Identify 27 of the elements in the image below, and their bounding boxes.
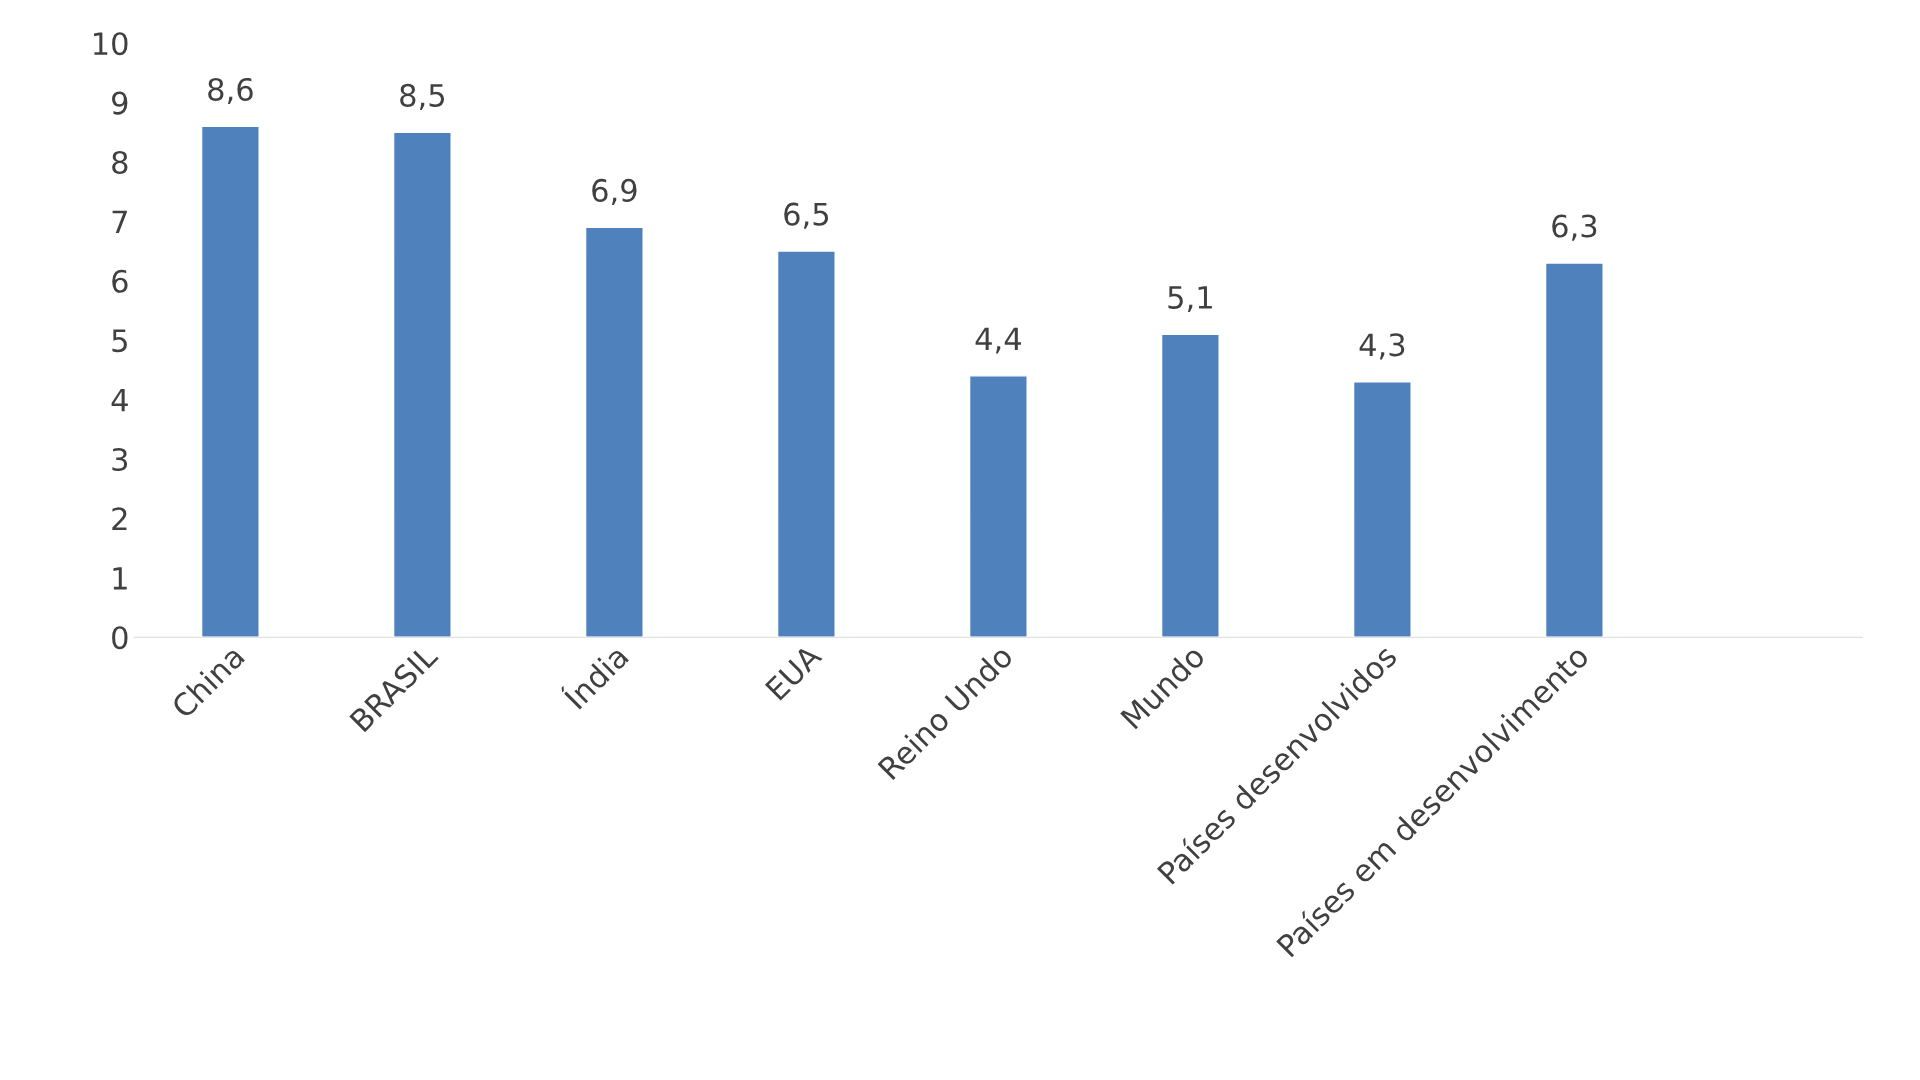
y-tick-label: 10	[94, 32, 128, 56]
bar	[200, 125, 260, 638]
y-tick-label: 7	[112, 210, 127, 234]
data-label: 5,1	[1168, 286, 1212, 313]
data-label: 6,3	[1552, 214, 1597, 241]
y-tick-label: 2	[112, 507, 127, 531]
data-label: 8,6	[208, 77, 253, 105]
bar	[968, 375, 1028, 638]
y-tick-label: 8	[112, 150, 128, 175]
y-tick-label: 5	[112, 329, 127, 353]
bar	[776, 250, 836, 638]
bar	[1160, 333, 1220, 638]
data-label: 6,5	[784, 202, 829, 229]
data-label: 4,3	[1359, 333, 1405, 360]
y-tick-label: 1	[113, 567, 127, 590]
y-tick-label: 9	[112, 91, 128, 115]
bar	[1544, 262, 1604, 638]
y-tick-label: 0	[112, 626, 128, 650]
bar	[1352, 381, 1412, 638]
bar	[392, 131, 452, 638]
y-tick-label: 4	[111, 388, 128, 412]
bar	[584, 226, 644, 638]
y-tick-label: 6	[112, 269, 128, 293]
data-label: 4,4	[975, 327, 1021, 354]
data-label: 6,9	[592, 178, 637, 206]
data-label: 8,5	[400, 83, 445, 111]
y-tick-label: 3	[112, 447, 128, 472]
